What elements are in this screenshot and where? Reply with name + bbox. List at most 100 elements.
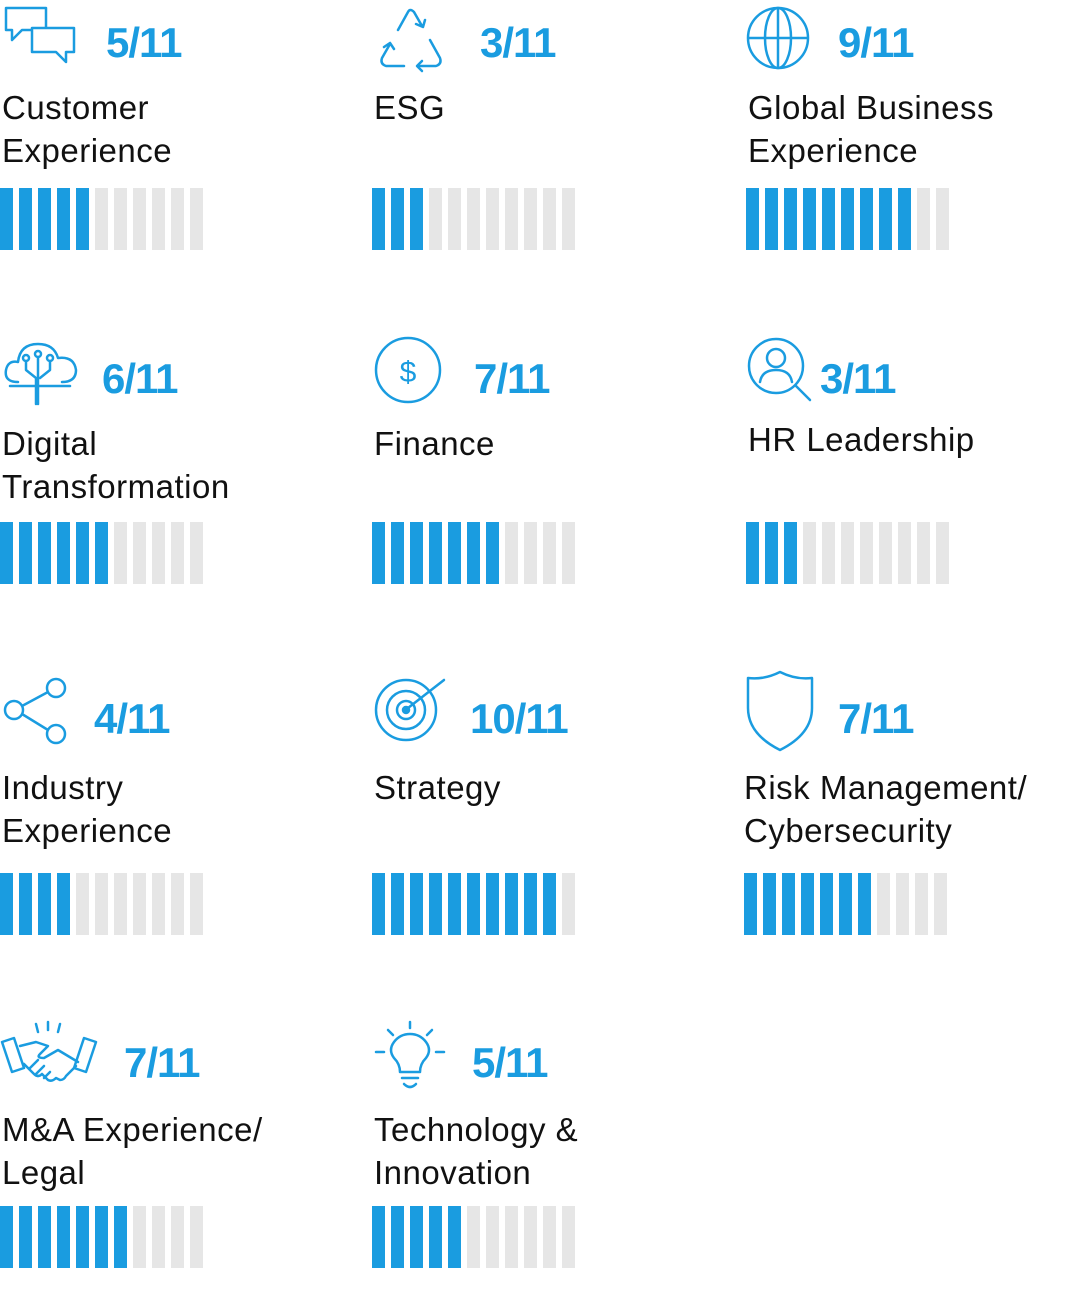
progress-segment-filled xyxy=(0,522,13,584)
progress-segment-filled xyxy=(879,188,892,250)
progress-segment-filled xyxy=(372,1206,385,1268)
progress-segment-empty xyxy=(524,188,537,250)
progress-segment-filled xyxy=(765,522,778,584)
progress-segment-filled xyxy=(19,188,32,250)
progress-segment-empty xyxy=(114,873,127,935)
progress-segment-filled xyxy=(524,873,537,935)
progress-segment-empty xyxy=(76,873,89,935)
svg-text:$: $ xyxy=(400,356,417,389)
progress-bar xyxy=(0,1206,203,1268)
progress-segment-filled xyxy=(429,522,442,584)
skill-score: 3/11 xyxy=(820,355,896,402)
progress-segment-empty xyxy=(524,1206,537,1268)
progress-segment-empty xyxy=(114,522,127,584)
progress-segment-empty xyxy=(505,522,518,584)
skill-score: 5/11 xyxy=(472,1039,548,1086)
skill-label: Digital Transformation xyxy=(2,425,230,505)
progress-segment-filled xyxy=(429,873,442,935)
progress-segment-empty xyxy=(562,1206,575,1268)
progress-segment-empty xyxy=(152,873,165,935)
progress-segment-filled xyxy=(543,873,556,935)
progress-segment-empty xyxy=(524,522,537,584)
progress-bar xyxy=(372,873,575,935)
progress-segment-empty xyxy=(917,522,930,584)
progress-bar xyxy=(372,522,575,584)
progress-segment-empty xyxy=(114,188,127,250)
progress-segment-filled xyxy=(76,1206,89,1268)
progress-bar xyxy=(372,188,575,250)
progress-segment-empty xyxy=(190,1206,203,1268)
progress-bar xyxy=(0,873,203,935)
progress-segment-empty xyxy=(877,873,890,935)
progress-segment-empty xyxy=(133,1206,146,1268)
skill-card-digital-transformation: 6/11 Digital Transformation xyxy=(0,336,340,606)
progress-segment-filled xyxy=(410,873,423,935)
progress-segment-empty xyxy=(152,522,165,584)
progress-segment-filled xyxy=(410,1206,423,1268)
progress-segment-filled xyxy=(782,873,795,935)
progress-bar xyxy=(0,522,203,584)
progress-segment-empty xyxy=(898,522,911,584)
progress-segment-filled xyxy=(76,188,89,250)
skill-card-technology-innovation: 5/11 Technology & Innovation xyxy=(372,1020,712,1290)
target-icon xyxy=(372,676,452,761)
progress-segment-empty xyxy=(486,1206,499,1268)
skill-label: Technology & Innovation xyxy=(374,1111,579,1191)
progress-segment-filled xyxy=(746,522,759,584)
progress-segment-filled xyxy=(38,873,51,935)
skill-score: 7/11 xyxy=(474,355,550,402)
progress-segment-filled xyxy=(0,1206,13,1268)
progress-segment-empty xyxy=(467,188,480,250)
skill-score: 9/11 xyxy=(838,19,914,66)
progress-segment-filled xyxy=(0,873,13,935)
skill-card-finance: $ 7/11 Finance xyxy=(372,336,712,606)
chat-bubbles-icon xyxy=(0,0,80,85)
progress-segment-empty xyxy=(934,873,947,935)
progress-segment-filled xyxy=(784,188,797,250)
progress-segment-empty xyxy=(133,873,146,935)
skill-card-customer-experience: 5/11 Customer Experience xyxy=(0,0,340,270)
progress-segment-empty xyxy=(915,873,928,935)
progress-segment-empty xyxy=(505,188,518,250)
progress-segment-empty xyxy=(95,188,108,250)
skill-card-strategy: 10/11 Strategy xyxy=(372,676,712,946)
progress-segment-filled xyxy=(38,188,51,250)
progress-bar xyxy=(746,188,949,250)
skill-label: Strategy xyxy=(374,769,501,806)
progress-segment-empty xyxy=(936,188,949,250)
progress-segment-filled xyxy=(38,1206,51,1268)
progress-segment-empty xyxy=(562,522,575,584)
progress-segment-filled xyxy=(898,188,911,250)
progress-segment-empty xyxy=(543,1206,556,1268)
progress-segment-filled xyxy=(803,188,816,250)
skill-score: 7/11 xyxy=(838,695,914,742)
progress-segment-filled xyxy=(765,188,778,250)
progress-segment-filled xyxy=(0,188,13,250)
progress-segment-filled xyxy=(76,522,89,584)
progress-segment-filled xyxy=(448,1206,461,1268)
progress-segment-filled xyxy=(820,873,833,935)
progress-segment-empty xyxy=(917,188,930,250)
progress-segment-empty xyxy=(448,188,461,250)
progress-segment-filled xyxy=(57,522,70,584)
skill-label: ESG xyxy=(374,89,446,126)
progress-segment-filled xyxy=(19,522,32,584)
progress-segment-empty xyxy=(562,873,575,935)
skill-label: M&A Experience/ Legal xyxy=(2,1111,263,1191)
skill-card-global-business-experience: 9/11 Global Business Experience xyxy=(746,0,1076,270)
recycle-icon xyxy=(372,0,452,85)
skill-card-esg: 3/11 ESG xyxy=(372,0,712,270)
skill-card-risk-management-cybersecurity: 7/11 Risk Management/ Cybersecurity xyxy=(744,668,1076,938)
progress-segment-filled xyxy=(839,873,852,935)
progress-segment-filled xyxy=(95,522,108,584)
progress-segment-filled xyxy=(841,188,854,250)
progress-segment-empty xyxy=(171,1206,184,1268)
progress-segment-filled xyxy=(467,873,480,935)
cloud-circuit-icon xyxy=(0,336,82,421)
progress-segment-empty xyxy=(822,522,835,584)
progress-segment-filled xyxy=(486,522,499,584)
shield-icon xyxy=(744,668,824,759)
progress-segment-filled xyxy=(372,522,385,584)
skill-label: HR Leadership xyxy=(748,421,975,458)
progress-bar xyxy=(372,1206,575,1268)
